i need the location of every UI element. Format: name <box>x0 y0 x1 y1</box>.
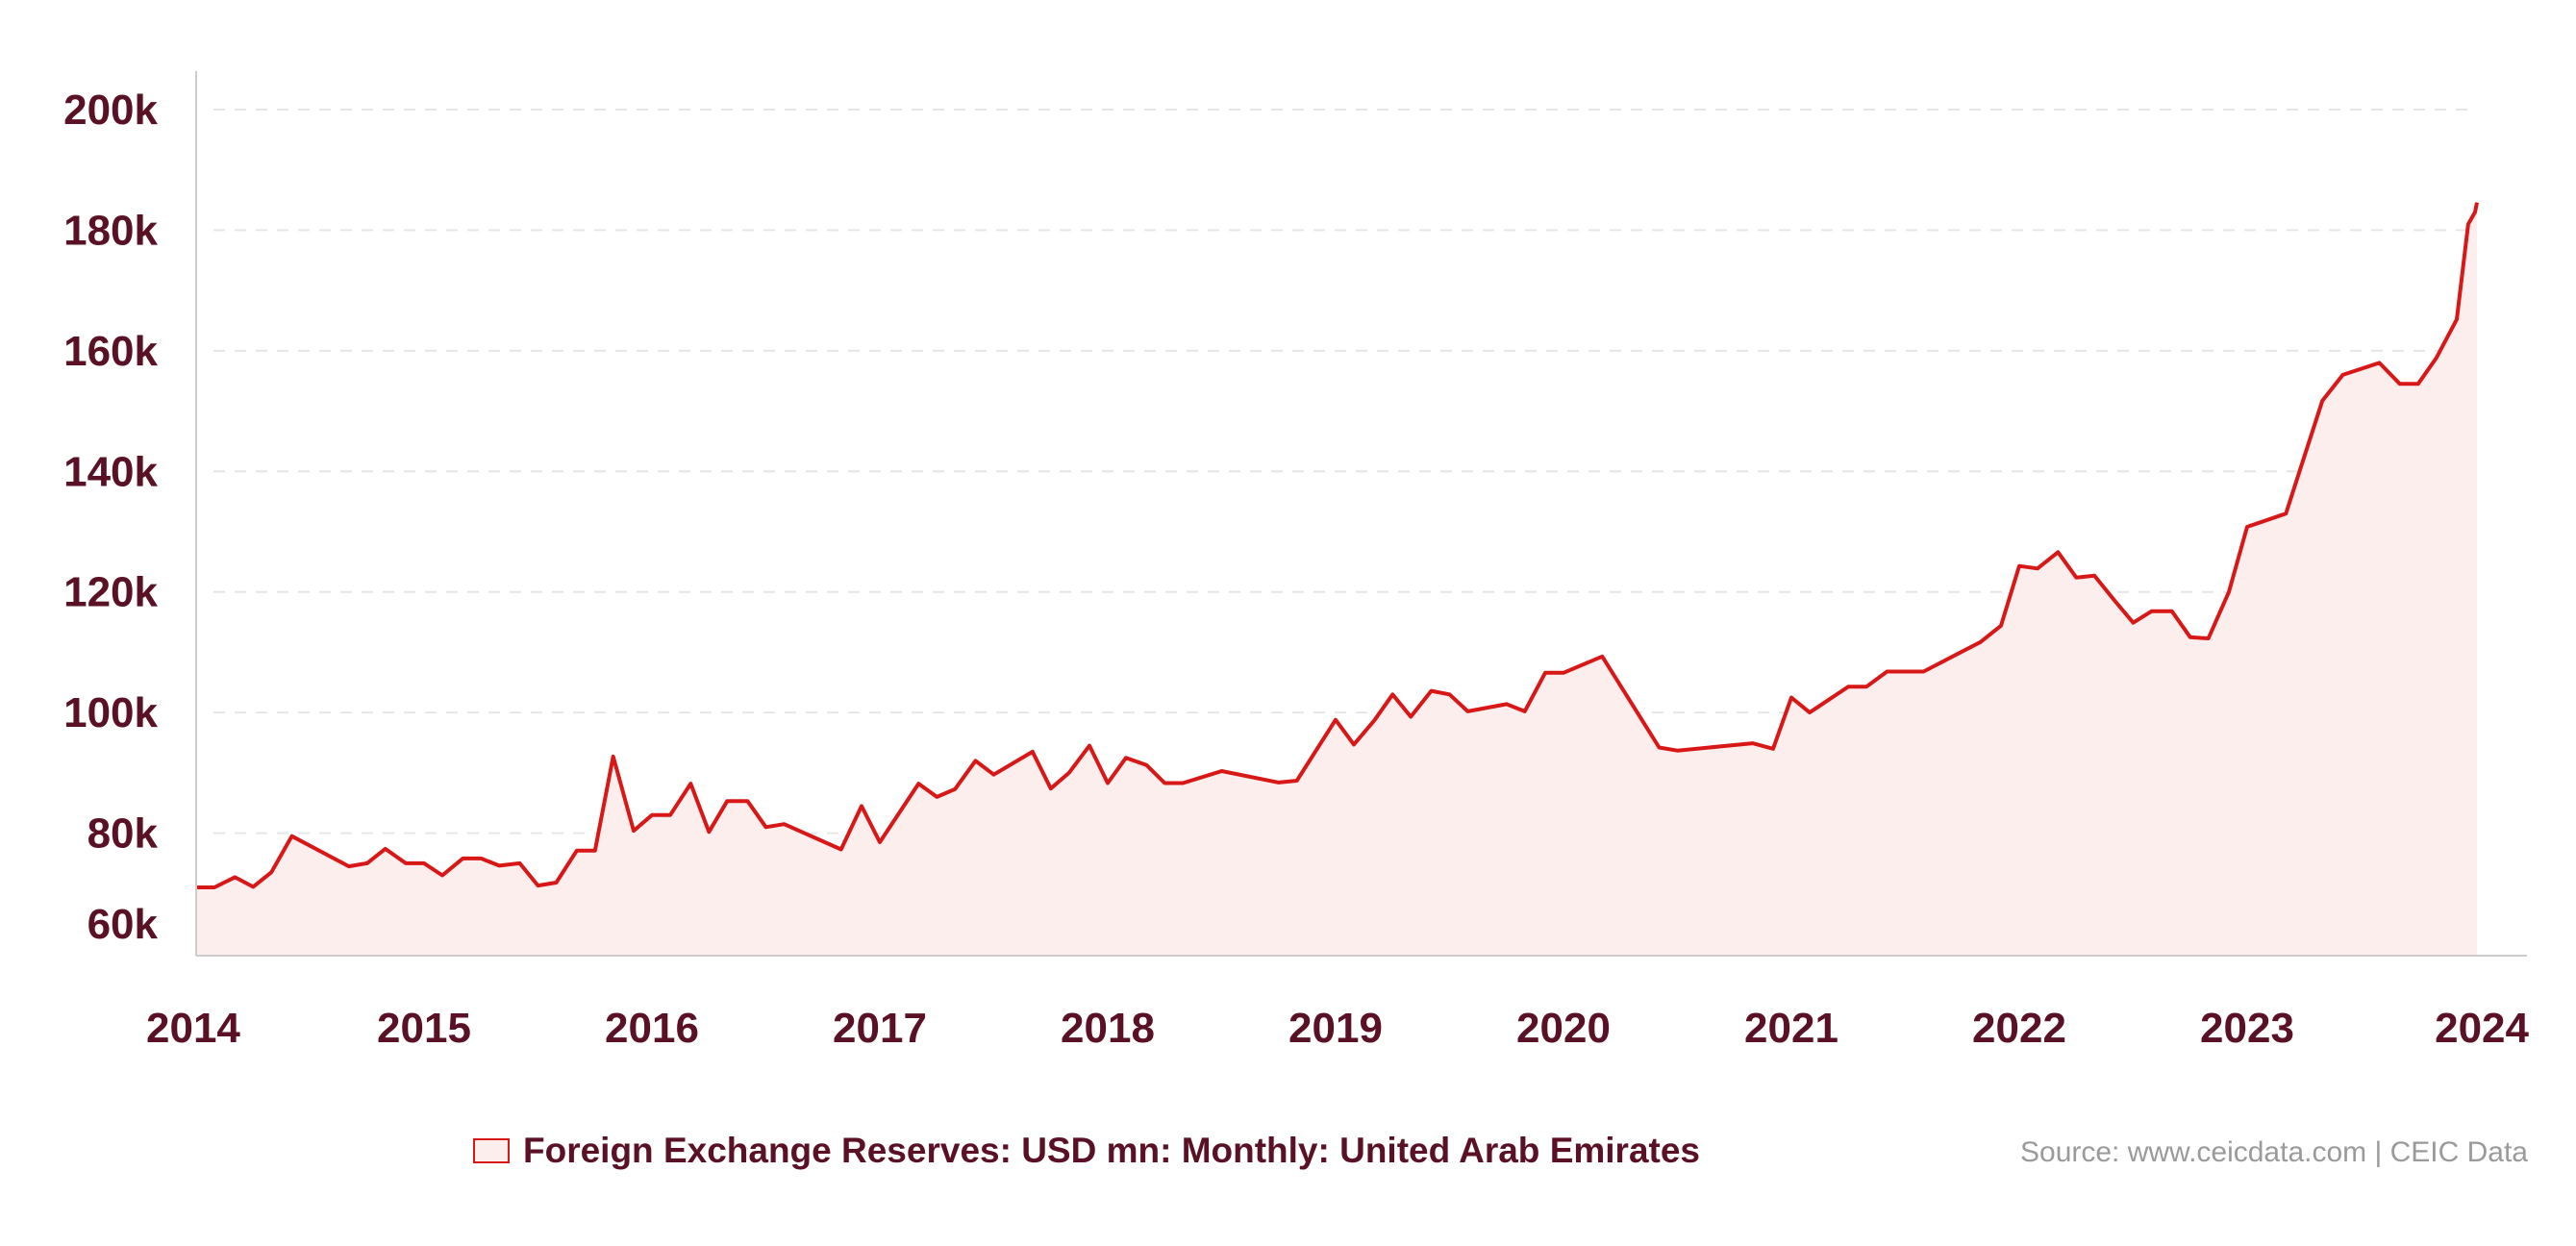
x-tick-label: 2024 <box>2435 1005 2529 1052</box>
legend-label: Foreign Exchange Reserves: USD mn: Month… <box>523 1131 1700 1170</box>
x-tick-label: 2018 <box>1061 1005 1155 1052</box>
series-line <box>196 202 2479 889</box>
x-tick-label: 2020 <box>1516 1005 1611 1052</box>
x-tick-label: 2021 <box>1744 1005 1838 1052</box>
x-tick-label: 2015 <box>377 1005 471 1052</box>
y-tick-labels: 60k 80k 100k 120k 140k 160k 180k 200k <box>63 87 158 948</box>
y-tick-label: 120k <box>63 569 158 616</box>
area-fill <box>196 202 2477 957</box>
x-tick-label: 2016 <box>605 1005 699 1052</box>
y-tick-label: 80k <box>88 810 159 858</box>
x-tick-labels: 2014 2015 2016 2017 2018 2019 2020 2021 2022 2023… <box>146 1005 2530 1052</box>
y-tick-label: 160k <box>63 328 158 375</box>
x-tick-label: 2014 <box>146 1005 240 1052</box>
y-tick-label: 60k <box>88 901 159 948</box>
x-tick-label: 2023 <box>2200 1005 2294 1052</box>
x-tick-label: 2019 <box>1288 1005 1383 1052</box>
x-tick-label: 2022 <box>1972 1005 2066 1052</box>
y-tick-label: 140k <box>63 448 158 495</box>
legend-swatch <box>473 1138 510 1163</box>
source-credit: Source: www.ceicdata.com | CEIC Data <box>2020 1136 2528 1168</box>
legend[interactable]: Foreign Exchange Reserves: USD mn: Month… <box>473 1131 1700 1171</box>
y-tick-label: 200k <box>63 87 158 134</box>
y-tick-label: 100k <box>63 689 158 736</box>
y-tick-label: 180k <box>63 207 158 254</box>
x-tick-label: 2017 <box>833 1005 927 1052</box>
